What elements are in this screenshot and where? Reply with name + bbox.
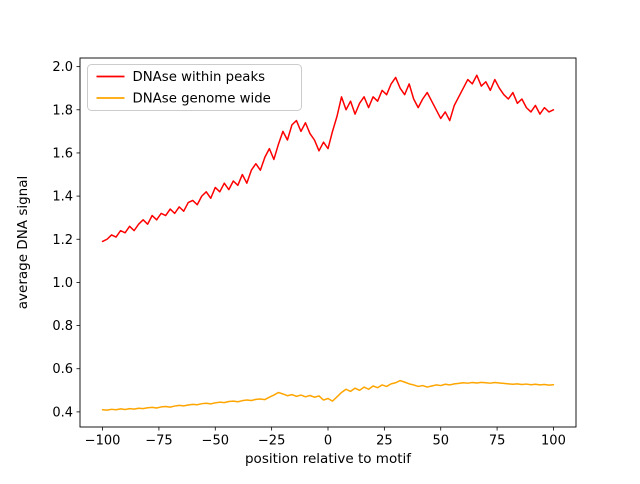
y-tick-label: 1.0 (52, 276, 73, 291)
axes-frame (79, 57, 577, 428)
y-tick-label: 1.4 (52, 190, 73, 205)
x-tick-label: 25 (376, 434, 393, 449)
y-tick-label: 0.4 (52, 405, 73, 420)
x-tick-label: 0 (324, 434, 332, 449)
y-tick-label: 0.8 (52, 319, 73, 334)
x-tick-label: −25 (258, 434, 285, 449)
series-line-dnase-genome-wide (101, 379, 555, 411)
y-tick-label: 1.6 (52, 146, 73, 161)
y-tick-label: 2.0 (52, 60, 73, 75)
x-tick-label: −50 (202, 434, 229, 449)
y-tick-label: 0.6 (52, 362, 73, 377)
legend: DNAse within peaks DNAse genome wide (87, 64, 302, 111)
legend-label: DNAse within peaks (133, 70, 266, 85)
y-tick-label: 1.8 (52, 103, 73, 118)
x-tick-label: 75 (489, 434, 506, 449)
legend-label: DNAse genome wide (133, 92, 271, 107)
series-line-dnase-within-peaks (101, 74, 555, 243)
x-tick-label: 100 (541, 434, 566, 449)
x-tick-label: −100 (85, 434, 121, 449)
x-tick-label: 50 (432, 434, 449, 449)
plot-area: −100 −75 −50 −25 0 25 50 75 100 0.4 0.6 0.8 1.0 1.2 1.… (52, 57, 577, 449)
legend-box (87, 64, 302, 111)
y-axis-label: average DNA signal (15, 176, 31, 310)
x-tick-label: −75 (145, 434, 172, 449)
y-tick-label: 1.2 (52, 233, 73, 248)
x-axis-label: position relative to motif (245, 451, 412, 467)
